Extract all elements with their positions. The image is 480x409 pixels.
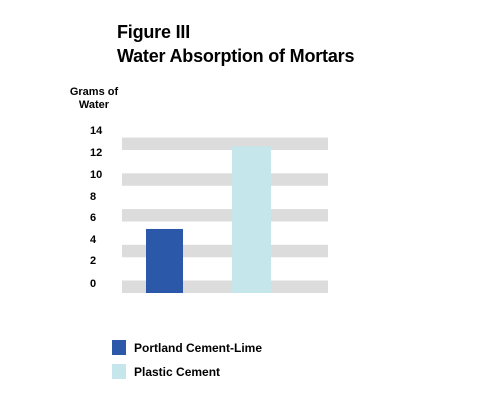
legend-label-plastic: Plastic Cement [134, 365, 221, 379]
y-tick-label: 8 [90, 191, 96, 203]
y-tick-label: 14 [90, 125, 103, 137]
legend-label-portland: Portland Cement-Lime [134, 341, 263, 355]
bar-plastic-cement [232, 146, 271, 293]
y-axis-label: Grams of Water [69, 86, 119, 111]
y-tick-label: 10 [90, 169, 102, 181]
chart-title: Figure III [117, 22, 191, 42]
legend-swatch-portland [112, 340, 126, 355]
grid-band [122, 137, 328, 151]
chart-subtitle: Water Absorption of Mortars [117, 46, 355, 66]
grid-band [122, 209, 328, 222]
grid-band [122, 173, 328, 186]
y-tick-label: 4 [90, 234, 97, 246]
y-tick-label: 6 [90, 212, 96, 224]
bar-portland-cement-lime [146, 228, 183, 293]
y-tick-label: 0 [90, 278, 96, 290]
y-tick-label: 12 [90, 147, 102, 159]
y-tick-label: 2 [90, 255, 96, 267]
legend-swatch-plastic [112, 364, 126, 379]
